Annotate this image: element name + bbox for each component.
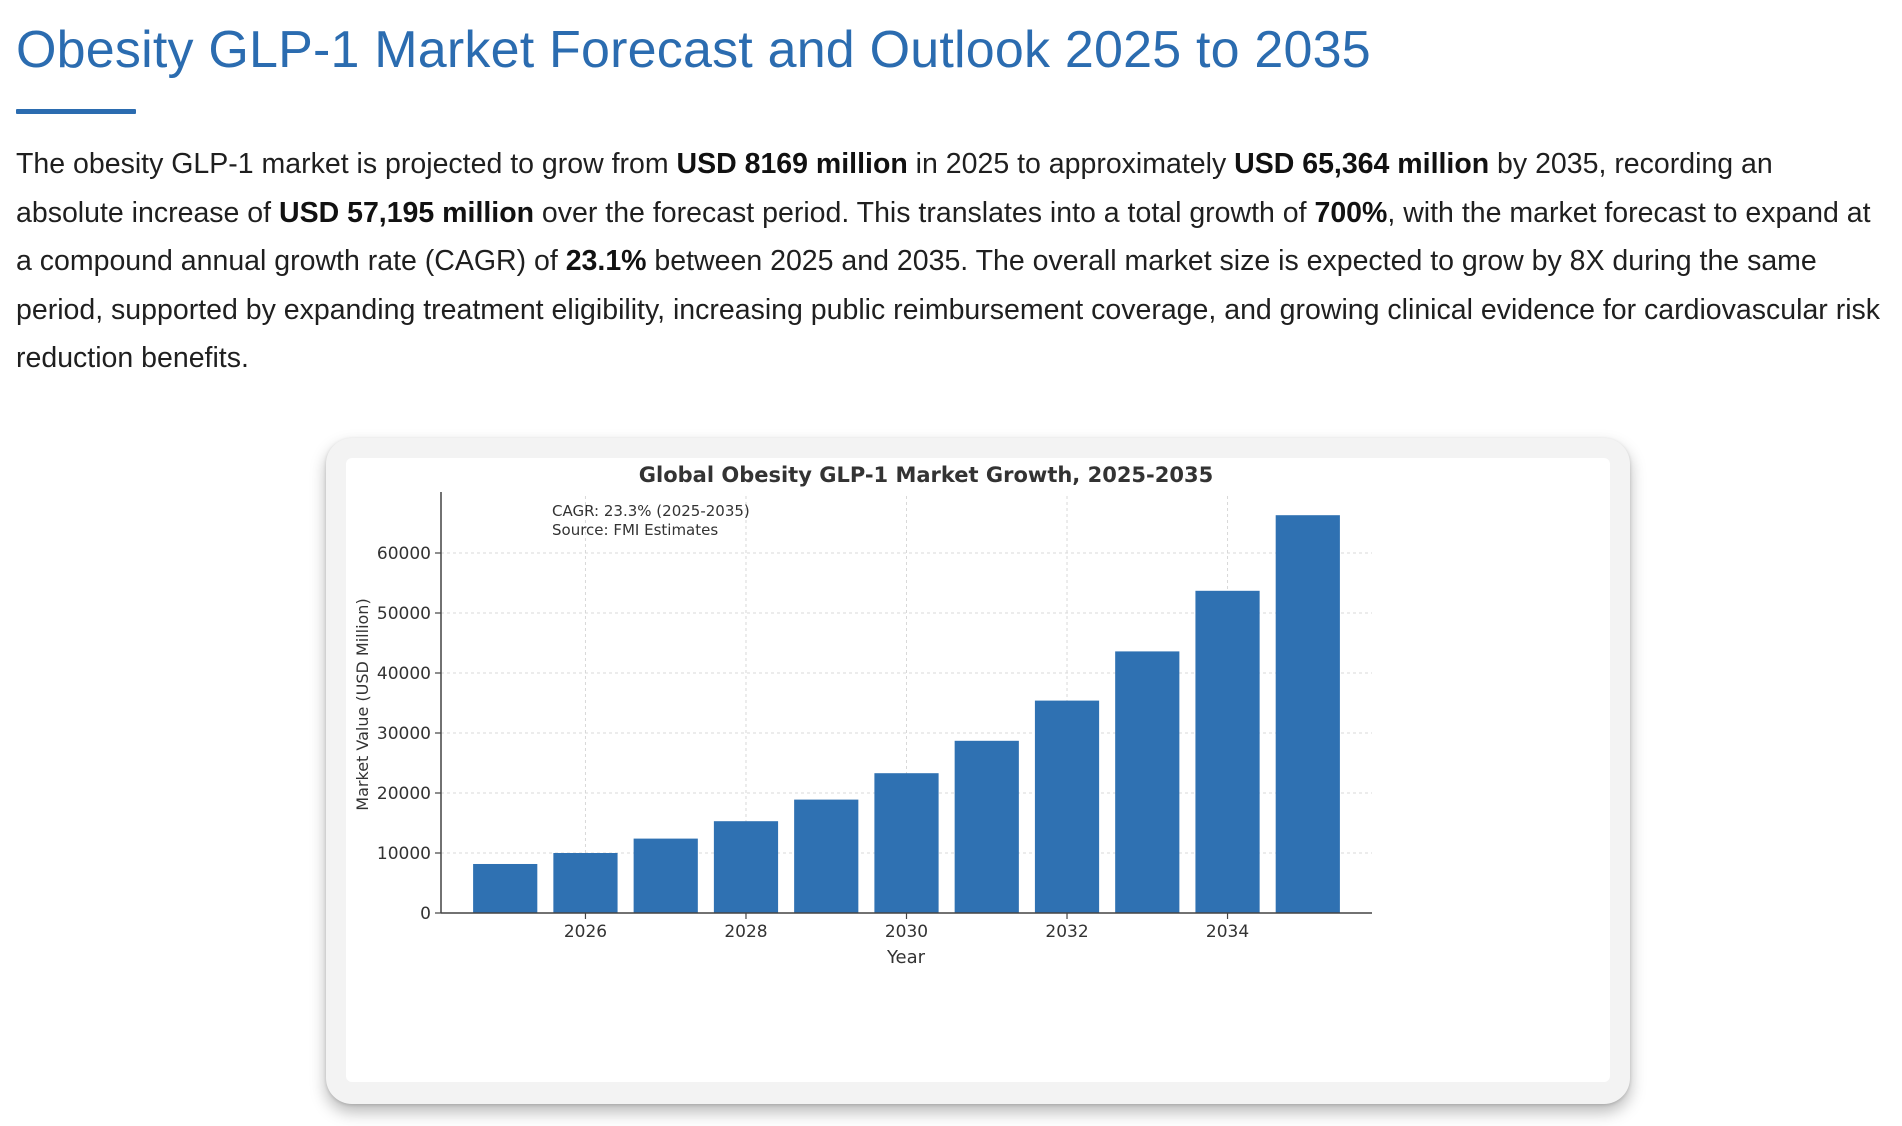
bar-2027 — [633, 838, 698, 913]
intro-highlight: USD 8169 million — [676, 148, 908, 180]
page-title: Obesity GLP-1 Market Forecast and Outloo… — [16, 21, 1371, 79]
y-tick-label: 50000 — [377, 604, 431, 624]
intro-text: over the forecast period. This translate… — [534, 196, 1315, 229]
intro-text: between 2025 and 2035. The overall marke… — [16, 245, 1881, 374]
x-tick-label: 2026 — [564, 922, 607, 942]
y-tick-label: 60000 — [377, 544, 431, 564]
bar-2025 — [473, 863, 538, 913]
x-tick-label: 2032 — [1045, 922, 1088, 942]
bar-2026 — [553, 853, 618, 913]
bar-2028 — [713, 821, 779, 913]
bar-2034 — [1195, 590, 1260, 913]
x-tick-label: 2028 — [724, 922, 767, 942]
title-underline — [16, 109, 136, 114]
chart-title: Global Obesity GLP-1 Market Growth, 2025… — [639, 463, 1213, 487]
y-tick-label: 10000 — [377, 844, 431, 864]
y-tick-label: 20000 — [377, 784, 431, 804]
y-tick-label: 30000 — [377, 724, 431, 744]
intro-text: by 2035, recording an absolute increase … — [16, 148, 1773, 229]
y-axis-label: Market Value (USD Million) — [353, 598, 372, 810]
chart-frame: 0 10000 20000 30000 40000 50000 60000 2026 2028 2… — [346, 458, 1610, 1082]
y-tick-label: 40000 — [377, 664, 431, 684]
article: Obesity GLP-1 Market Forecast and Outloo… — [16, 0, 1886, 383]
bar-2031 — [954, 740, 1019, 913]
bar-2033 — [1115, 651, 1180, 913]
chart-annotation: Source: FMI Estimates — [552, 521, 718, 539]
bar-2030 — [874, 773, 939, 913]
intro-paragraph: The obesity GLP-1 market is projected to… — [16, 140, 1886, 383]
bar-2035 — [1275, 515, 1340, 913]
intro-text: in 2025 to approximately — [907, 148, 1235, 180]
bar-2032 — [1034, 700, 1100, 913]
x-tick-label: 2034 — [1206, 922, 1249, 942]
intro-highlight: USD 65,364 million — [1234, 148, 1490, 180]
y-tick-label: 0 — [420, 904, 431, 924]
chart-annotation: CAGR: 23.3% (2025-2035) — [552, 502, 750, 520]
bar-2029 — [794, 799, 859, 913]
chart-card: 0 10000 20000 30000 40000 50000 60000 2026 2028 2… — [326, 438, 1630, 1104]
intro-text: The obesity GLP-1 market is projected to… — [16, 148, 677, 180]
x-tick-label: 2030 — [885, 922, 928, 942]
market-growth-chart: 0 10000 20000 30000 40000 50000 60000 2026 2028 2… — [353, 463, 1372, 968]
intro-highlight: 700% — [1314, 196, 1388, 229]
intro-highlight: 23.1% — [565, 245, 647, 277]
x-axis-label: Year — [886, 947, 926, 968]
intro-text: , with the market forecast to expand at … — [16, 196, 1871, 278]
intro-highlight: USD 57,195 million — [279, 196, 535, 229]
